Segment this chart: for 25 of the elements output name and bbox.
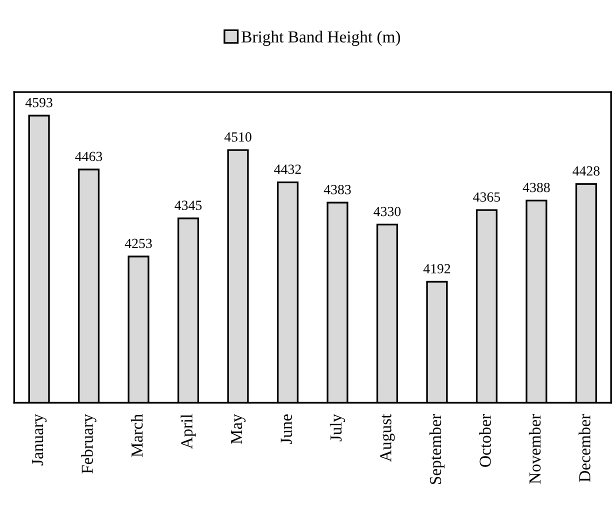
data-label: 4253 xyxy=(124,238,152,248)
x-tick-label: May xyxy=(231,414,246,444)
data-label: 4510 xyxy=(224,132,252,142)
data-label: 4593 xyxy=(25,98,52,108)
x-tick-label: November xyxy=(528,414,541,484)
data-label: 4428 xyxy=(572,166,600,176)
data-label: 4383 xyxy=(324,184,351,194)
data-label: 4388 xyxy=(522,182,550,192)
x-tick-label: September xyxy=(429,414,445,484)
data-label: 4192 xyxy=(423,264,450,274)
x-tick-label: December xyxy=(578,414,590,482)
x-tick-label: August xyxy=(380,414,395,462)
legend-label: Bright Band Height (m) xyxy=(242,30,400,46)
x-tick-label: March xyxy=(130,414,143,457)
data-label: 4463 xyxy=(75,152,102,162)
x-tick-label: June xyxy=(280,414,292,444)
data-label: 4330 xyxy=(374,206,401,216)
x-tick-label: July xyxy=(330,414,346,442)
data-label: 4345 xyxy=(174,200,202,210)
data-label: 4365 xyxy=(473,192,500,202)
x-tick-label: February xyxy=(81,414,96,474)
x-tick-label: April xyxy=(180,414,196,449)
data-label: 4432 xyxy=(274,164,301,174)
x-tick-label: January xyxy=(32,414,47,466)
x-tick-label: October xyxy=(479,414,491,467)
